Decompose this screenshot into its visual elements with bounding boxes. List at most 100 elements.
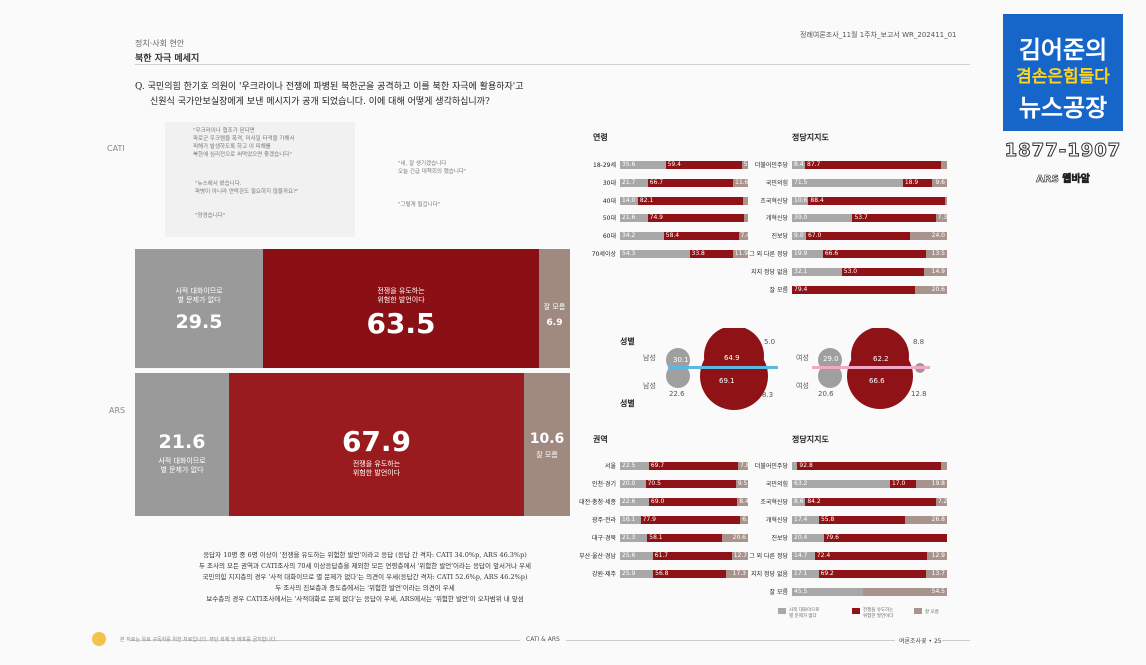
female-ars-no: 20.6 — [818, 390, 834, 398]
region-segment-no-problem: 16.1 — [620, 516, 641, 524]
party-bottom-segment-war: 72.4 — [814, 552, 927, 560]
age-segment-unsure: 11.9 — [732, 250, 748, 258]
region-row-bar: 21.3 58.1 20.6 — [620, 534, 748, 545]
region-segment-unsure: 12.7 — [731, 552, 748, 560]
note-3: 국민의힘 지지층의 경우 '사적 대화이므로 별 문제가 없다'는 의견이 우세… — [202, 573, 528, 581]
age-segment-war: 59.4 — [665, 161, 742, 169]
quote-image — [165, 122, 355, 237]
region-row-bar: 22.6 69.0 8.4 — [620, 498, 748, 509]
party-bottom-row-label: 조국혁신당 — [760, 499, 788, 506]
region-row-bar: 20.0 70.5 9.5 — [620, 480, 748, 491]
party-bottom-segment-no-problem: 20.4 — [792, 534, 824, 542]
age-segment-unsure — [743, 214, 748, 223]
legend-swatch-grey — [778, 608, 786, 614]
party-top-segment-unsure: 24.0 — [909, 232, 947, 241]
cati-war-label: 전쟁을 유도하는 위험한 발언이다 — [377, 287, 425, 304]
party-bottom-row-bar: 14.7 72.4 12.9 — [792, 552, 947, 563]
region-row-label: 강원·제주 — [592, 571, 616, 578]
news-factory-logo: 김어준의 겸손은힘들다 뉴스공장 — [1003, 14, 1123, 131]
region-row-bar: 22.5 69.7 7.8 — [620, 462, 748, 473]
age-segment-war: 58.4 — [663, 232, 739, 241]
ars-label-logo: ARS 웹바알 — [1036, 174, 1090, 186]
party-bottom-row-label: 진보당 — [771, 535, 788, 542]
region-segment-unsure: 9.5 — [735, 480, 748, 488]
party-top-segment-no-problem: 19.9 — [792, 250, 823, 258]
party-top-row-bar: 32.1 53.0 14.9 — [792, 267, 947, 279]
age-row-bar: 14.0 82.1 — [620, 196, 748, 208]
age-segment-war: 66.7 — [647, 178, 734, 187]
party-bottom-segment-war: 92.8 — [797, 462, 942, 470]
party-top-segment-war: 87.7 — [805, 161, 941, 169]
quote-5: "그렇게 될겁니다" — [398, 202, 441, 208]
party-top-segment-no-problem: 39.0 — [792, 214, 853, 223]
cati-no-problem-value: 29.5 — [175, 311, 223, 333]
male-cati-unsure: 5.0 — [764, 338, 776, 346]
party-bottom-segment-unsure: 7.2 — [935, 498, 947, 506]
section-gender-bottom: 성별 — [620, 399, 635, 408]
party-bottom-segment-no-problem: 17.4 — [792, 516, 819, 524]
party-bottom-segment-war: 84.2 — [805, 498, 936, 506]
cati-unsure-label: 잘 모름 — [543, 303, 566, 311]
region-row-label: 광주·전라 — [592, 517, 616, 524]
region-row-label: 서울 — [604, 463, 616, 470]
ars-unsure-value: 10.6 — [529, 431, 565, 447]
female-divider — [812, 366, 930, 369]
legend-swatch-brown — [914, 608, 922, 614]
party-bottom-segment-unsure: 12.9 — [927, 552, 947, 560]
region-row-label: 인천·경기 — [592, 481, 616, 488]
party-top-row-bar: 71.5 18.9 9.6 — [792, 178, 947, 190]
age-segment-unsure — [743, 196, 748, 205]
party-bottom-segment-no-problem: 45.5 — [792, 588, 863, 596]
age-segment-no-problem: 21.7 — [620, 178, 648, 187]
party-top-segment-war: 66.6 — [822, 250, 927, 258]
party-top-segment-war: 18.9 — [902, 178, 933, 187]
section-age: 연령 — [593, 133, 608, 142]
female-label-top: 여성 — [796, 354, 809, 362]
category-label: 정치·사회 현안 — [135, 39, 185, 48]
age-row-bar: 54.3 33.8 11.9 — [620, 250, 748, 261]
age-segment-war: 33.8 — [689, 250, 733, 258]
party-bottom-row-bar: 45.5 54.5 — [792, 588, 947, 599]
region-row-bar: 25.9 56.8 17.3 — [620, 570, 748, 581]
age-segment-no-problem: 35.6 — [620, 161, 666, 169]
party-top-row-bar: 19.9 66.6 13.5 — [792, 250, 947, 261]
legend-label-1: 사적 대화이므로 별 문제가 없다 — [789, 608, 820, 619]
ars-label: ARS — [109, 406, 126, 415]
party-bottom-segment-no-problem: 14.7 — [792, 552, 815, 560]
party-top-row-label: 잘 모름 — [769, 286, 788, 294]
party-top-segment-no-problem: 9.0 — [792, 232, 806, 241]
female-cati-war: 62.2 — [873, 355, 889, 363]
cati-no-problem-segment: 사적 대화이므로 별 문제가 없다 29.5 — [135, 249, 263, 368]
logo-line-3: 뉴스공장 — [1018, 94, 1108, 122]
age-segment-war: 74.9 — [647, 214, 744, 223]
party-top-segment-unsure: 20.6 — [915, 285, 947, 294]
party-top-row-bar: 79.4 20.6 — [792, 285, 947, 297]
female-cati-unsure: 8.8 — [913, 338, 925, 346]
party-bottom-row-label: 지지 정당 없음 — [751, 571, 788, 578]
footer-page: 여론조사꽃 • 25 — [895, 636, 942, 645]
note-5: 보수층의 경우 CATI조사에서는 '사적대화로 문제 없다'는 응답이 우세,… — [206, 595, 524, 603]
party-bottom-row-label: 개혁신당 — [765, 517, 788, 524]
party-bottom-segment-unsure: 54.5 — [862, 588, 947, 596]
quote-1: "우크라이나 협조가 된다면 파로군 우크렘을 폭격, 미사일 타격을 가해서 … — [193, 128, 295, 158]
party-top-segment-war: 79.4 — [792, 285, 916, 294]
region-segment-no-problem: 22.5 — [620, 462, 649, 470]
party-bottom-segment-no-problem: 8.6 — [792, 498, 806, 506]
cati-no-problem-label: 사적 대화이므로 별 문제가 없다 — [175, 287, 223, 304]
party-bottom-segment-no-problem: 17.1 — [792, 570, 819, 578]
male-ars-no: 22.6 — [669, 390, 685, 398]
male-ars-bubble — [666, 364, 690, 388]
party-bottom-row-bar: 20.4 79.6 — [792, 534, 947, 545]
region-segment-no-problem: 22.6 — [620, 498, 649, 506]
party-bottom-segment-unsure: 19.8 — [916, 480, 947, 488]
party-top-row-bar: 10.6 88.4 — [792, 196, 947, 208]
age-row-label: 30대 — [602, 179, 616, 187]
note-1: 응답자 10명 중 6명 이상이 '전쟁을 유도하는 위험한 발언'이라고 응답… — [203, 551, 527, 559]
party-top-row-label: 지지 정당 없음 — [751, 268, 788, 276]
header-divider — [135, 64, 970, 65]
party-top-segment-unsure: 9.6 — [932, 178, 947, 187]
phone-number: 1877-1907 — [1004, 140, 1122, 162]
region-segment-no-problem: 25.9 — [620, 570, 654, 578]
party-top-segment-war: 53.0 — [841, 267, 924, 276]
